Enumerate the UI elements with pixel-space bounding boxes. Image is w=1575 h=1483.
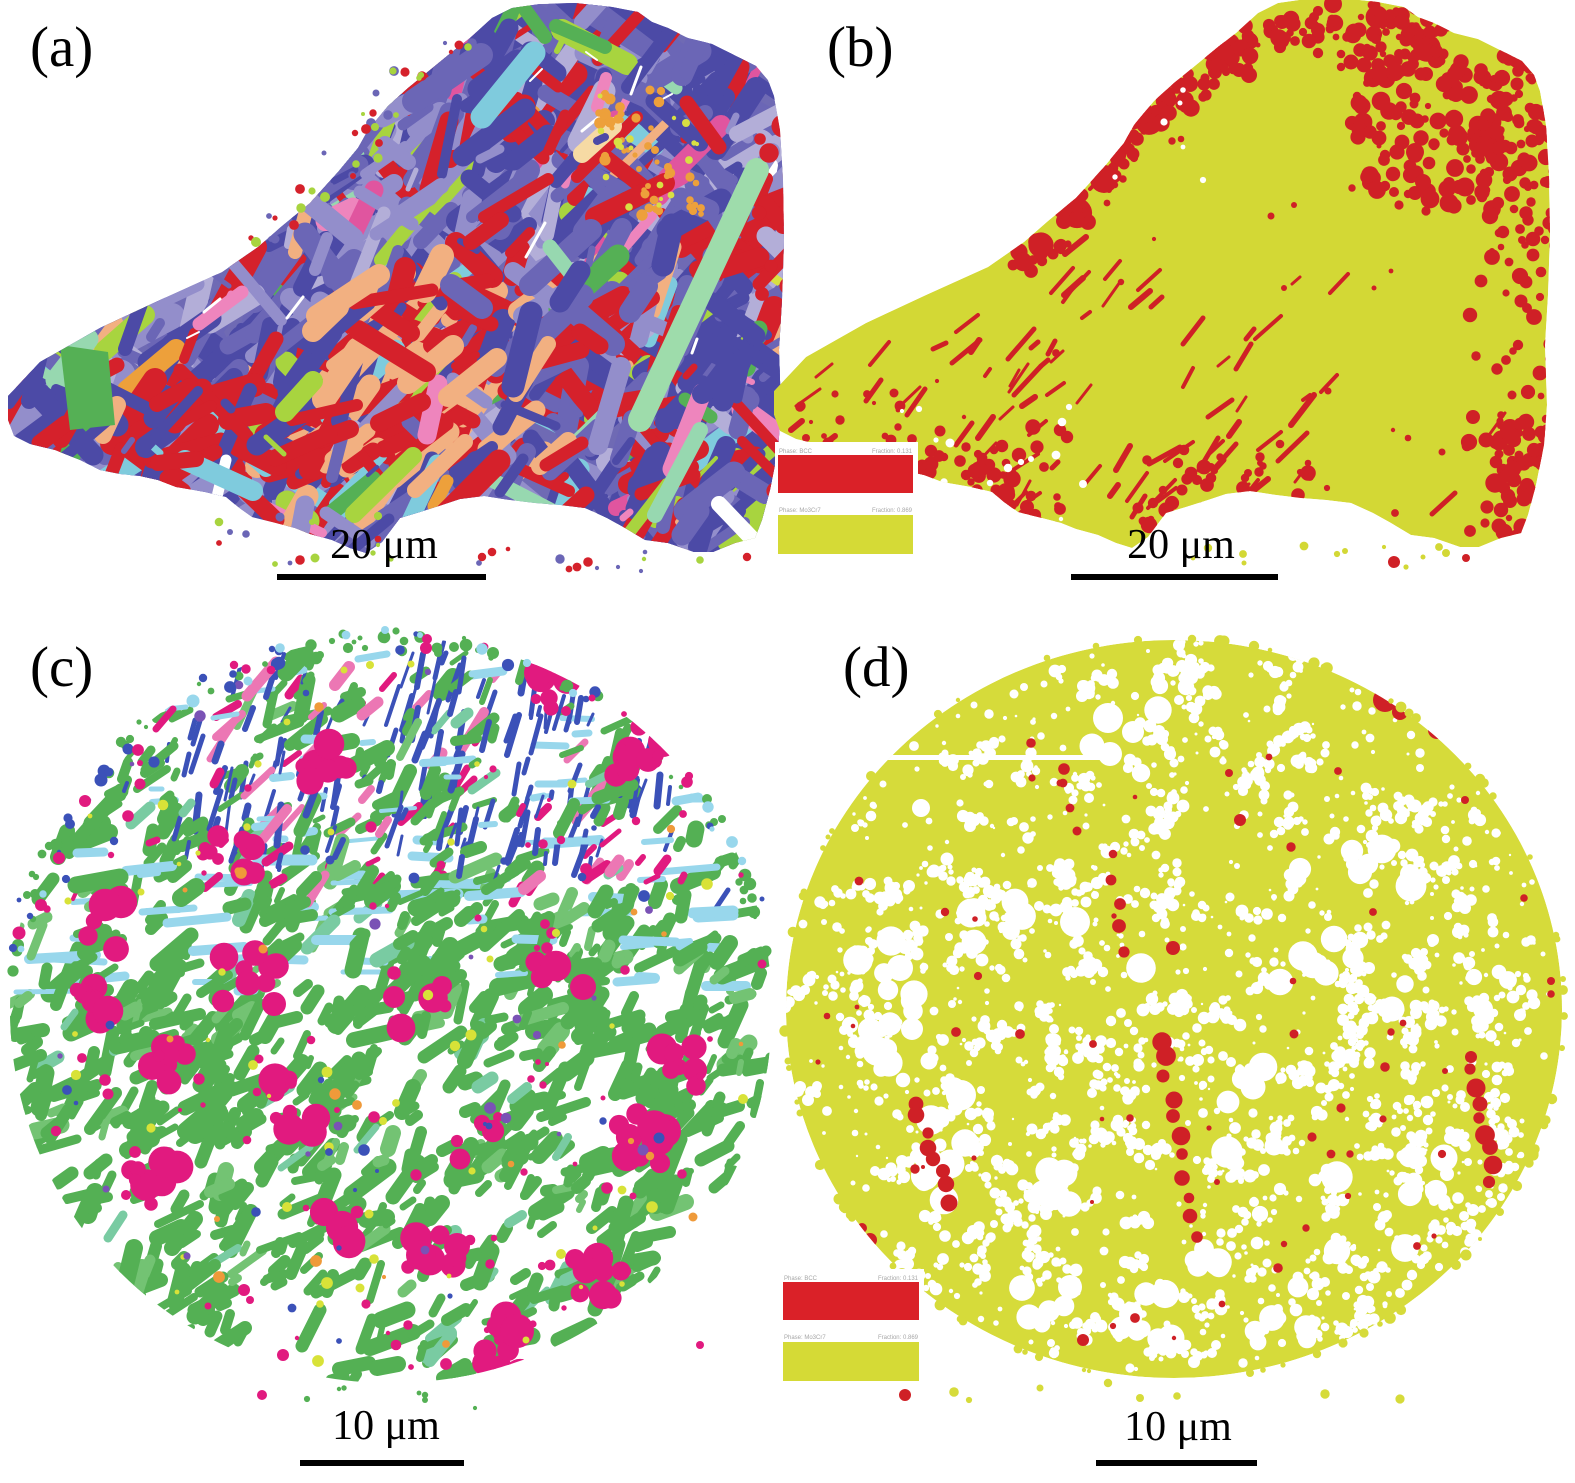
svg-text:Phase: BCC: Phase: BCC xyxy=(779,449,813,455)
svg-text:(d): (d) xyxy=(843,636,909,699)
svg-text:10 μm: 10 μm xyxy=(1124,1404,1232,1450)
svg-text:Phase: Mo3Cr7: Phase: Mo3Cr7 xyxy=(784,1335,826,1341)
svg-text:(a): (a) xyxy=(30,16,93,79)
svg-text:(b): (b) xyxy=(827,16,893,79)
svg-text:Fraction: 0.131: Fraction: 0.131 xyxy=(872,449,913,455)
svg-text:Fraction: 0.869: Fraction: 0.869 xyxy=(878,1335,919,1341)
svg-text:Fraction: 0.869: Fraction: 0.869 xyxy=(872,508,913,514)
svg-text:20 μm: 20 μm xyxy=(1127,522,1235,568)
svg-text:Fraction: 0.131: Fraction: 0.131 xyxy=(878,1276,919,1282)
svg-text:Phase: Mo3Cr7: Phase: Mo3Cr7 xyxy=(779,508,821,514)
svg-text:10 μm: 10 μm xyxy=(332,1403,440,1449)
svg-text:20 μm: 20 μm xyxy=(330,522,438,568)
svg-text:(c): (c) xyxy=(30,636,93,699)
svg-text:Phase: BCC: Phase: BCC xyxy=(784,1276,818,1282)
